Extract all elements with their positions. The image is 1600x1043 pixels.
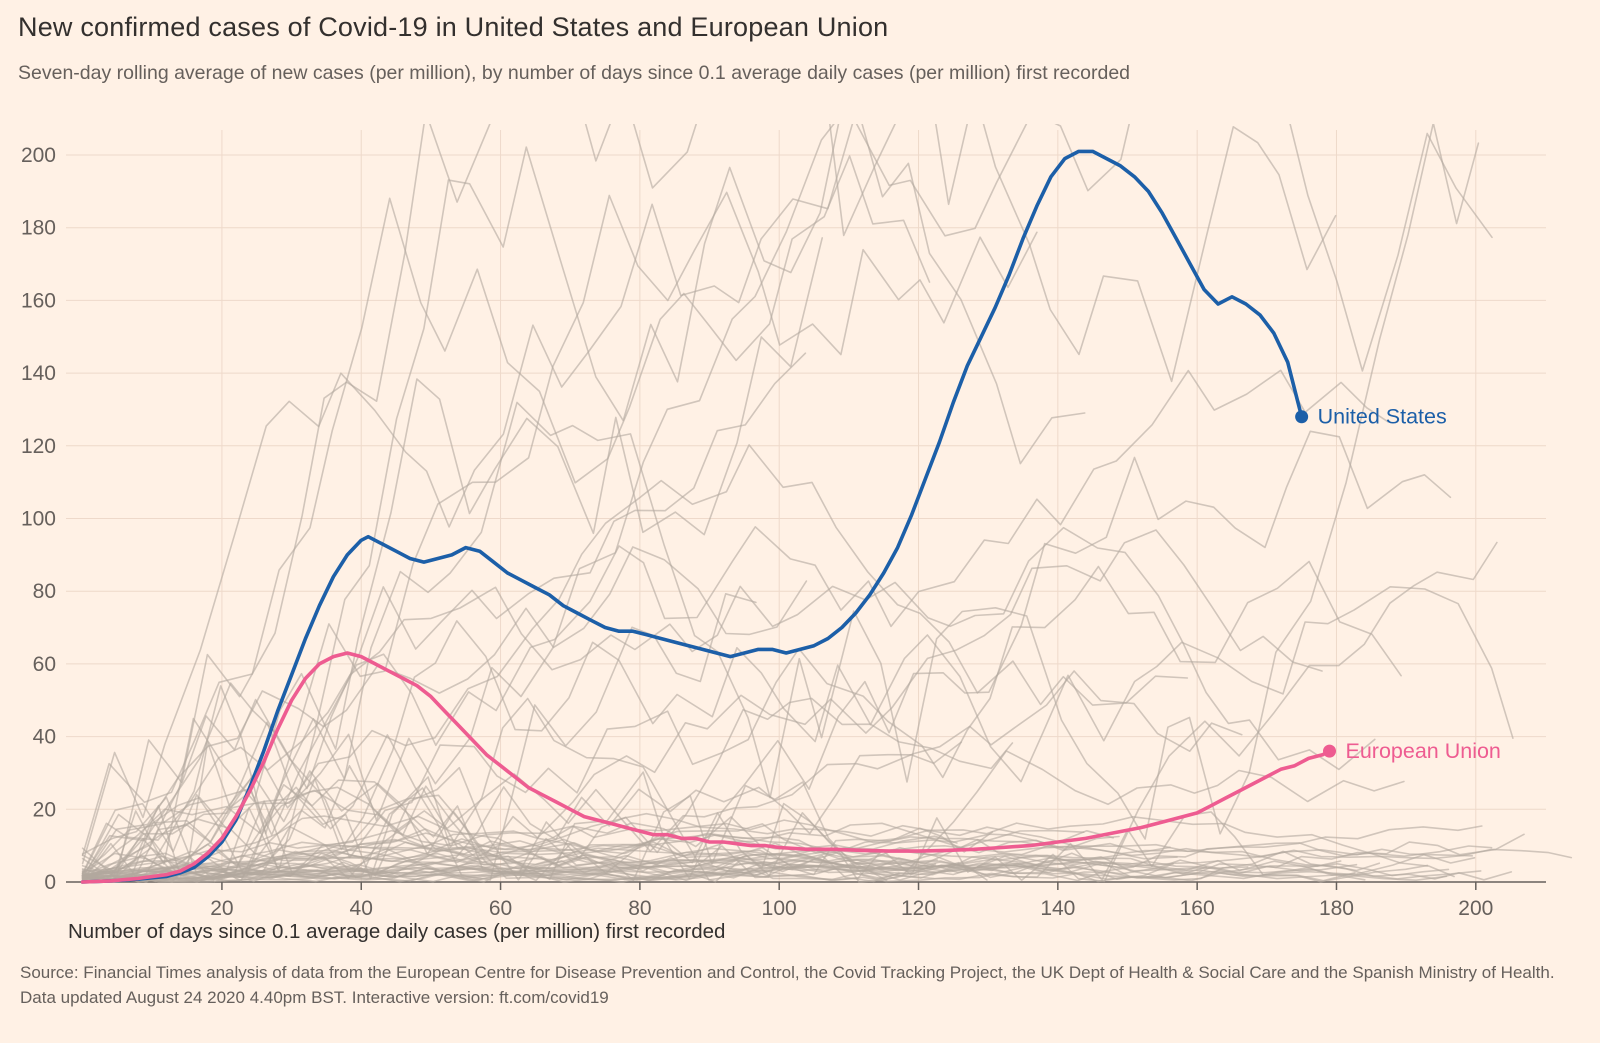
x-tick-label: 200	[1458, 897, 1493, 920]
x-tick-label: 80	[628, 897, 651, 920]
eu-series-line	[80, 651, 1332, 884]
eu-series-label: European Union	[1346, 739, 1501, 763]
background-country-line	[81, 124, 1493, 865]
x-tick-label: 40	[350, 897, 373, 920]
background-country-line	[81, 765, 1356, 883]
us-series-label: United States	[1318, 405, 1447, 429]
y-tick-label: 180	[21, 217, 56, 240]
background-country-line	[81, 845, 1573, 881]
x-tick-label: 140	[1040, 897, 1075, 920]
y-tick-label: 40	[33, 726, 56, 749]
background-country-line	[81, 369, 1389, 874]
series-label-layer: United States European Union	[1295, 405, 1501, 763]
background-country-line	[81, 352, 807, 878]
background-country-line	[81, 444, 1189, 874]
grid-layer	[66, 130, 1546, 883]
background-country-line	[81, 191, 1038, 879]
y-tick-label: 140	[21, 362, 56, 385]
background-country-line	[81, 155, 931, 857]
background-country-line	[81, 818, 900, 883]
background-country-line	[81, 237, 823, 883]
x-tick-label: 160	[1180, 897, 1215, 920]
x-tick-label: 60	[489, 897, 512, 920]
axis-layer: 20 40 60 80 100 120 140 160 180 200 0 20 40 60 80 100 12…	[21, 144, 1493, 920]
update-note: Data updated August 24 2020 4.40pm BST. …	[20, 988, 609, 1007]
background-country-line	[81, 741, 963, 882]
eu-endpoint-dot	[1323, 744, 1337, 758]
us-endpoint-dot	[1295, 410, 1309, 424]
background-country-line	[81, 124, 1480, 877]
series-layer	[80, 149, 1332, 884]
chart-subtitle: Seven-day rolling average of new cases (…	[18, 62, 1131, 84]
background-country-line	[81, 697, 1014, 883]
background-country-line	[81, 124, 840, 876]
us-series-line	[80, 149, 1304, 884]
y-tick-label: 0	[44, 871, 56, 894]
x-tick-label: 120	[901, 897, 936, 920]
background-country-line	[81, 529, 1323, 873]
x-tick-label: 180	[1319, 897, 1354, 920]
y-tick-label: 60	[33, 653, 56, 676]
background-country-line	[81, 856, 1482, 883]
x-tick-label: 100	[762, 897, 797, 920]
y-tick-label: 160	[21, 289, 56, 312]
background-country-line	[81, 546, 808, 881]
y-tick-label: 100	[21, 508, 56, 531]
y-tick-label: 120	[21, 435, 56, 458]
source-note: Source: Financial Times analysis of data…	[20, 963, 1555, 982]
x-axis-title: Number of days since 0.1 average daily c…	[68, 920, 726, 943]
background-lines-layer	[81, 124, 1573, 883]
chart-title: New confirmed cases of Covid-19 in Unite…	[18, 12, 889, 42]
background-country-line	[81, 124, 1337, 882]
background-country-line	[81, 825, 1483, 883]
x-tick-label: 20	[210, 897, 233, 920]
background-country-line	[81, 541, 1498, 883]
background-country-line	[81, 560, 1402, 883]
y-tick-label: 20	[33, 798, 56, 821]
background-country-line	[81, 586, 1514, 883]
y-tick-label: 200	[21, 144, 56, 167]
background-country-line	[81, 430, 1452, 882]
background-country-line	[81, 819, 1120, 881]
y-tick-label: 80	[33, 580, 56, 603]
footer-note: Source: Financial Times analysis of data…	[20, 960, 1590, 1010]
background-country-line	[81, 794, 994, 881]
background-country-line	[81, 697, 888, 883]
